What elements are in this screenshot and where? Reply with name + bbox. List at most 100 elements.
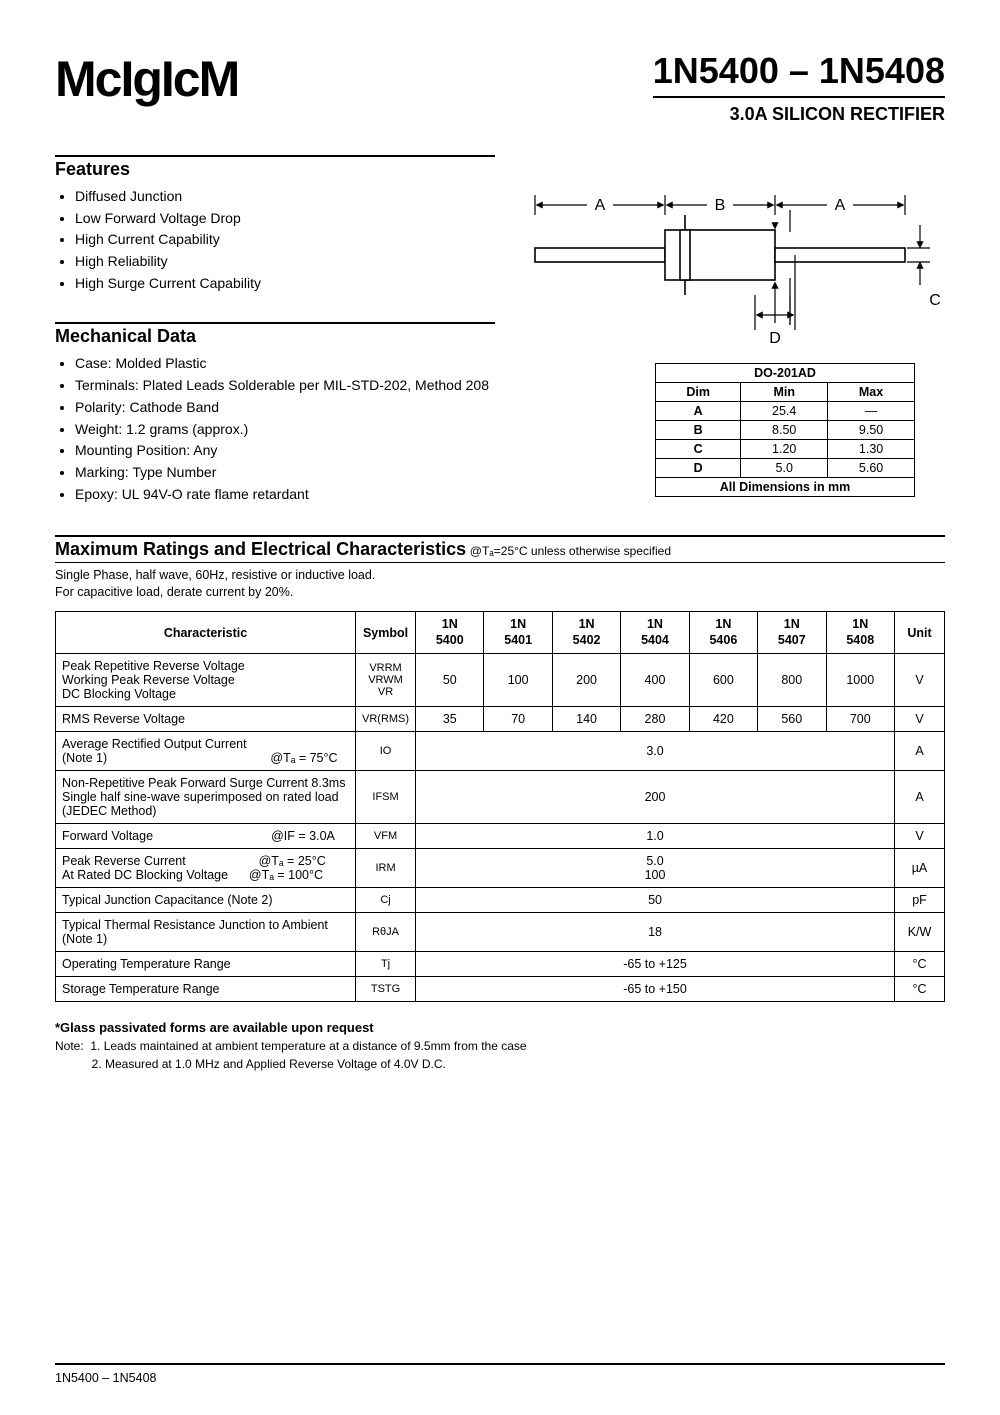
dim-cell: 1.30	[828, 440, 915, 459]
val-cell: 420	[689, 707, 757, 732]
mechanical-item: Polarity: Cathode Band	[75, 397, 495, 419]
col-part: 1N5408	[826, 612, 895, 654]
footer-rule	[55, 1363, 945, 1365]
logo: McIgIcM	[55, 50, 238, 108]
symbol-cell: VR(RMS)	[356, 707, 416, 732]
span-cell: 18	[416, 913, 895, 952]
col-part: 1N5404	[621, 612, 689, 654]
span-cell: 5.0 100	[416, 849, 895, 888]
char-cell: Forward Voltage @IF = 3.0A	[56, 824, 356, 849]
upper-two-col: Features Diffused Junction Low Forward V…	[55, 155, 945, 505]
dim-label-a2: A	[835, 197, 846, 214]
dim-cell: 9.50	[828, 421, 915, 440]
char-cell: Peak Reverse Current @Tₐ = 25°C At Rated…	[56, 849, 356, 888]
dim-head-min: Min	[741, 383, 828, 402]
val-cell: 70	[484, 707, 552, 732]
char-cell: Typical Junction Capacitance (Note 2)	[56, 888, 356, 913]
feature-item: High Current Capability	[75, 229, 495, 251]
unit-cell: K/W	[895, 913, 945, 952]
span-cell: 1.0	[416, 824, 895, 849]
dim-label-c: C	[929, 292, 941, 309]
footnote-line: 2. Measured at 1.0 MHz and Applied Rever…	[55, 1056, 945, 1073]
val-cell: 140	[552, 707, 620, 732]
table-row: Storage Temperature Range TSTG -65 to +1…	[56, 977, 945, 1002]
val-cell: 50	[416, 654, 484, 707]
val-cell: 560	[758, 707, 826, 732]
char-cell: Non-Repetitive Peak Forward Surge Curren…	[56, 771, 356, 824]
footnotes: Note: 1. Leads maintained at ambient tem…	[55, 1038, 945, 1073]
dim-cell: B	[656, 421, 741, 440]
table-row: Typical Junction Capacitance (Note 2) Cj…	[56, 888, 945, 913]
dim-cell: D	[656, 459, 741, 478]
feature-item: High Reliability	[75, 251, 495, 273]
val-cell: 400	[621, 654, 689, 707]
header: McIgIcM 1N5400 – 1N5408 3.0A SILICON REC…	[55, 50, 945, 125]
col-part: 1N5400	[416, 612, 484, 654]
char-cell: Storage Temperature Range	[56, 977, 356, 1002]
features-list: Diffused Junction Low Forward Voltage Dr…	[75, 186, 495, 294]
symbol-cell: IO	[356, 732, 416, 771]
char-cell: RMS Reverse Voltage	[56, 707, 356, 732]
feature-item: High Surge Current Capability	[75, 273, 495, 295]
dim-label-d: D	[769, 330, 781, 347]
preamble-line: Single Phase, half wave, 60Hz, resistive…	[55, 567, 945, 584]
features-rule	[55, 155, 495, 157]
dim-table-caption: DO-201AD	[656, 364, 915, 383]
ratings-heading: Maximum Ratings and Electrical Character…	[55, 539, 466, 559]
left-column: Features Diffused Junction Low Forward V…	[55, 155, 495, 505]
table-row: Peak Reverse Current @Tₐ = 25°C At Rated…	[56, 849, 945, 888]
col-part: 1N5402	[552, 612, 620, 654]
part-title: 1N5400 – 1N5408	[653, 50, 945, 92]
mechanical-list: Case: Molded Plastic Terminals: Plated L…	[75, 353, 495, 505]
symbol-cell: IFSM	[356, 771, 416, 824]
dim-cell: A	[656, 402, 741, 421]
span-cell: 200	[416, 771, 895, 824]
preamble-line: For capacitive load, derate current by 2…	[55, 584, 945, 601]
symbol-cell: VFM	[356, 824, 416, 849]
unit-cell: V	[895, 707, 945, 732]
table-row: Peak Repetitive Reverse Voltage Working …	[56, 654, 945, 707]
ratings-condition: @Tₐ=25°C unless otherwise specified	[470, 544, 671, 558]
dim-cell: 1.20	[741, 440, 828, 459]
footnote-line: Note: 1. Leads maintained at ambient tem…	[55, 1038, 945, 1055]
val-cell: 1000	[826, 654, 895, 707]
val-cell: 200	[552, 654, 620, 707]
title-block: 1N5400 – 1N5408 3.0A SILICON RECTIFIER	[653, 50, 945, 125]
unit-cell: °C	[895, 952, 945, 977]
table-row: Forward Voltage @IF = 3.0A VFM 1.0 V	[56, 824, 945, 849]
subtitle: 3.0A SILICON RECTIFIER	[653, 104, 945, 125]
dim-head-max: Max	[828, 383, 915, 402]
unit-cell: V	[895, 654, 945, 707]
mechanical-item: Mounting Position: Any	[75, 440, 495, 462]
mechanical-item: Epoxy: UL 94V-O rate flame retardant	[75, 484, 495, 506]
dim-cell: 8.50	[741, 421, 828, 440]
unit-cell: µA	[895, 849, 945, 888]
val-cell: 280	[621, 707, 689, 732]
table-row: Non-Repetitive Peak Forward Surge Curren…	[56, 771, 945, 824]
col-part: 1N5407	[758, 612, 826, 654]
span-cell: -65 to +125	[416, 952, 895, 977]
dim-head-dim: Dim	[656, 383, 741, 402]
col-part: 1N5401	[484, 612, 552, 654]
package-diagram: A B A C	[525, 155, 945, 355]
mechanical-heading: Mechanical Data	[55, 326, 495, 347]
title-rule	[653, 96, 945, 98]
val-cell: 700	[826, 707, 895, 732]
unit-cell: V	[895, 824, 945, 849]
footer-text: 1N5400 – 1N5408	[55, 1371, 945, 1385]
symbol-cell: Cj	[356, 888, 416, 913]
mechanical-item: Weight: 1.2 grams (approx.)	[75, 419, 495, 441]
dim-cell: 5.60	[828, 459, 915, 478]
span-cell: -65 to +150	[416, 977, 895, 1002]
dim-cell: —	[828, 402, 915, 421]
col-characteristic: Characteristic	[56, 612, 356, 654]
dim-label-b: B	[715, 197, 726, 214]
right-column: A B A C	[525, 155, 945, 505]
glass-note: *Glass passivated forms are available up…	[55, 1020, 945, 1035]
symbol-cell: Tj	[356, 952, 416, 977]
val-cell: 35	[416, 707, 484, 732]
unit-cell: A	[895, 771, 945, 824]
dimension-table: DO-201AD Dim Min Max A 25.4 — B 8.50 9.5…	[655, 363, 915, 497]
span-cell: 3.0	[416, 732, 895, 771]
symbol-cell: RθJA	[356, 913, 416, 952]
